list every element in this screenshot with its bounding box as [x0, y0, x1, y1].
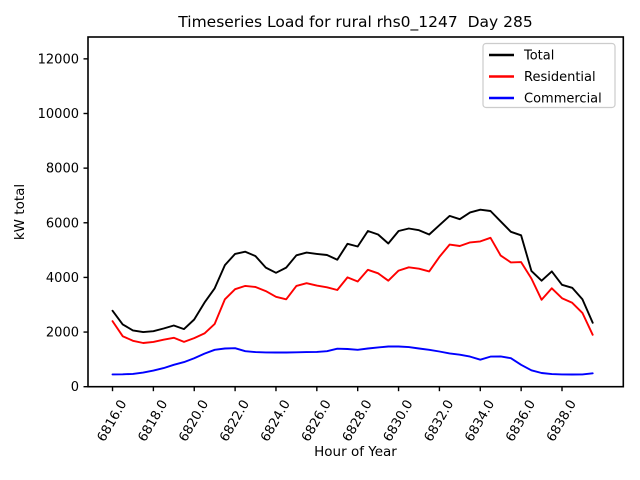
axis-ticks: 6816.0 6818.0 6820.0 6822.0 6824.0 6826.0 6828… [38, 52, 580, 444]
y-tick-label: 10000 [38, 107, 79, 122]
commercial-series-line [111, 345, 594, 376]
x-tick-label: 6836.0 [503, 398, 539, 445]
x-tick-label: 6834.0 [462, 398, 498, 445]
y-tick-label: 12000 [38, 52, 79, 67]
legend-label-residential: Residential [524, 70, 596, 85]
axes-spines [87, 36, 625, 388]
y-tick-label: 6000 [46, 216, 79, 231]
x-tick-label: 6838.0 [544, 398, 580, 445]
x-tick-label: 6826.0 [299, 398, 335, 445]
x-tick-label: 6832.0 [422, 398, 458, 445]
x-axis-label: Hour of Year [314, 444, 397, 460]
legend: Total Residential Commercial [482, 42, 616, 109]
y-tick-label: 4000 [46, 271, 79, 286]
y-axis-label: kW total [12, 184, 28, 240]
x-tick-label: 6820.0 [176, 398, 212, 445]
legend-label-commercial: Commercial [524, 92, 602, 107]
x-tick-label: 6828.0 [340, 398, 376, 445]
x-tick-label: 6830.0 [381, 398, 417, 445]
chart-title: Timeseries Load for rural rhs0_1247 Day … [177, 13, 532, 32]
y-tick-label: 0 [71, 380, 79, 395]
x-tick-label: 6824.0 [258, 398, 294, 445]
x-tick-label: 6818.0 [136, 398, 172, 445]
x-tick-label: 6816.0 [95, 398, 131, 445]
legend-label-total: Total [523, 49, 554, 64]
y-tick-label: 2000 [46, 326, 79, 341]
legend-box [482, 42, 616, 109]
plot-area [111, 208, 594, 376]
residential-series-line [111, 236, 594, 344]
y-tick-label: 8000 [46, 162, 79, 177]
total-series-line [111, 208, 594, 334]
x-tick-label: 6822.0 [217, 398, 253, 445]
